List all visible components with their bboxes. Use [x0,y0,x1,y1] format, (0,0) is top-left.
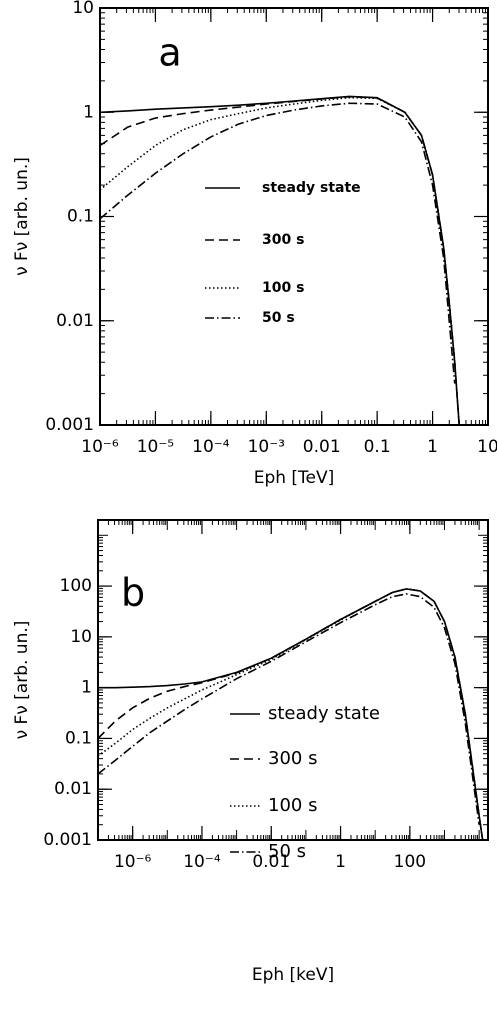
y-axis-label: ν Fν [arb. un.] [12,621,32,740]
y-tick-label: 0.001 [43,830,92,850]
plot-frame [97,519,489,841]
x-tick-label: 0.01 [303,437,341,457]
series-line [100,102,456,384]
x-axis-label: Eph [keV] [252,965,334,985]
x-tick-label: 0.01 [252,852,290,872]
x-tick-label: 10 [477,437,497,457]
legend-label: 300 s [262,232,304,248]
x-tick-label: 1 [427,437,438,457]
series-line [100,96,460,425]
legend-label: 100 s [262,280,304,296]
panel-label: b [121,571,145,615]
legend-label: steady state [268,703,380,724]
y-axis-label: ν Fν [arb. un.] [12,157,32,276]
series-line [100,95,460,425]
y-tick-label: 10 [70,627,92,647]
y-tick-label: 0.01 [56,311,94,331]
legend-label: 50 s [268,841,306,862]
x-axis-label: Eph [TeV] [254,468,335,488]
series-line [100,95,460,425]
y-tick-label: 0.1 [67,207,94,227]
y-tick-label: 0.01 [54,779,92,799]
y-tick-label: 100 [60,576,92,596]
panel-label: a [158,31,181,75]
legend-label: 300 s [268,748,317,769]
x-tick-label: 10⁻⁵ [137,437,174,457]
x-tick-label: 10⁻⁴ [192,437,230,457]
x-tick-label: 10⁻³ [248,437,285,457]
legend-label: 50 s [262,310,295,326]
legend-label: steady state [262,180,361,196]
y-tick-label: 0.1 [65,728,92,748]
legend-label: 100 s [268,795,317,816]
y-tick-label: 1 [83,102,94,122]
x-tick-label: 10⁻⁶ [81,437,119,457]
x-tick-label: 0.1 [364,437,391,457]
series-line [98,588,484,840]
x-tick-label: 1 [335,852,346,872]
plot-frame [99,7,489,426]
x-tick-label: 10⁻⁴ [183,852,221,872]
y-tick-label: 10 [72,0,94,18]
y-tick-label: 0.001 [45,415,94,435]
y-tick-label: 1 [81,678,92,698]
x-tick-label: 10⁻⁶ [114,852,152,872]
x-tick-label: 100 [394,852,426,872]
series-line [98,593,480,825]
